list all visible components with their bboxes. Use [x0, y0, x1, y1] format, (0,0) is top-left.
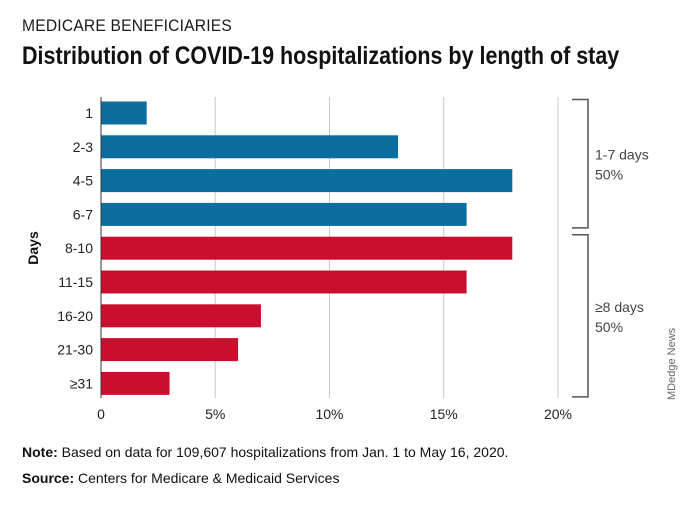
- category-label: 4-5: [73, 173, 93, 189]
- note-text: Based on data for 109,607 hospitalizatio…: [57, 444, 509, 460]
- bar: [101, 101, 147, 125]
- y-axis-title: Days: [25, 231, 41, 265]
- bar: [101, 236, 513, 260]
- x-tick-label: 5%: [205, 406, 225, 422]
- bar: [101, 371, 170, 395]
- group-label: 1-7 days: [595, 147, 649, 163]
- chart-kicker: MEDICARE BENEFICIARIES: [22, 16, 233, 35]
- x-tick-label: 15%: [430, 406, 458, 422]
- chart-source: Source: Centers for Medicare & Medicaid …: [22, 470, 339, 486]
- source-label: Source:: [22, 470, 75, 486]
- note-label: Note:: [22, 444, 58, 460]
- bar: [101, 135, 399, 159]
- category-label: 11-15: [58, 274, 93, 290]
- x-tick-label: 0: [97, 406, 105, 422]
- category-label: 16-20: [57, 308, 93, 324]
- category-label: 2-3: [73, 139, 93, 155]
- category-label: ≥31: [70, 375, 93, 391]
- category-label: 1: [85, 105, 93, 121]
- group-bracket: [572, 98, 589, 229]
- category-label: 8-10: [65, 240, 93, 256]
- group-percent: 50%: [595, 319, 623, 335]
- source-text: Centers for Medicare & Medicaid Services: [74, 470, 340, 486]
- category-label: 21-30: [57, 342, 93, 358]
- x-tick-label: 20%: [544, 406, 572, 422]
- bar: [101, 338, 239, 362]
- group-label: ≥8 days: [595, 299, 644, 315]
- category-label: 6-7: [73, 206, 93, 222]
- x-tick-label: 10%: [315, 406, 343, 422]
- credit-label: MDedge News: [666, 327, 678, 400]
- group-bracket: [572, 233, 589, 398]
- chart-title: Distribution of COVID-19 hospitalization…: [22, 42, 620, 70]
- bar: [101, 270, 467, 294]
- bar: [101, 169, 513, 193]
- group-percent: 50%: [595, 167, 623, 183]
- bar: [101, 304, 261, 328]
- chart-note: Note: Based on data for 109,607 hospital…: [22, 444, 508, 460]
- bar: [101, 202, 467, 226]
